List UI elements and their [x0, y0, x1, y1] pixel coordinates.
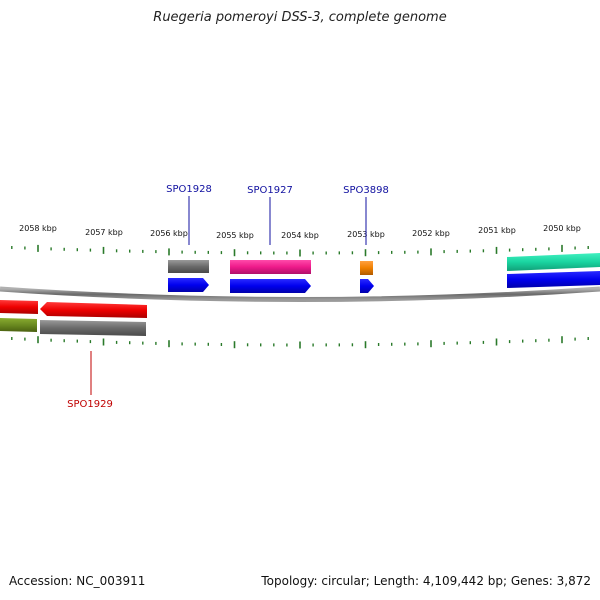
cds-spo3898-arrow[interactable]	[360, 279, 374, 293]
feature-olive[interactable]	[0, 318, 37, 332]
feature-grey-lower[interactable]	[40, 320, 146, 336]
map-title: Ruegeria pomeroyi DSS-3, complete genome	[153, 10, 447, 25]
cds-spo1928-arrow[interactable]	[168, 278, 209, 292]
gene-label-spo1927[interactable]: SPO1927	[247, 185, 293, 196]
ruler-labels: 2058 kbp 2057 kbp 2056 kbp 2055 kbp 2054…	[19, 224, 581, 240]
cds-reverse-left[interactable]	[0, 300, 38, 314]
accession-text: Accession: NC_003911	[9, 574, 146, 588]
cds-forward-right[interactable]	[507, 271, 600, 288]
feature-teal[interactable]	[507, 253, 600, 271]
ruler-label: 2052 kbp	[412, 229, 450, 238]
feature-grey[interactable]	[168, 260, 209, 273]
ruler-label: 2050 kbp	[543, 224, 581, 233]
feature-orange[interactable]	[360, 261, 373, 275]
ruler-label: 2055 kbp	[216, 231, 254, 240]
ruler-label: 2056 kbp	[150, 229, 188, 238]
gene-label-spo3898[interactable]: SPO3898	[343, 185, 389, 196]
ruler-ticks-inner	[11, 336, 589, 349]
genome-summary-text: Topology: circular; Length: 4,109,442 bp…	[261, 574, 591, 588]
ruler-label: 2051 kbp	[478, 226, 516, 235]
cds-spo1927-arrow[interactable]	[230, 279, 311, 293]
ruler-label: 2057 kbp	[85, 228, 123, 237]
gene-label-spo1928[interactable]: SPO1928	[166, 184, 212, 195]
ruler-ticks-outer	[11, 244, 589, 257]
gene-label-spo1929[interactable]: SPO1929	[67, 399, 113, 410]
ruler-label: 2054 kbp	[281, 231, 319, 240]
ruler-label: 2058 kbp	[19, 224, 57, 233]
feature-pink[interactable]	[230, 260, 311, 274]
genome-backbone	[0, 286, 600, 302]
cds-spo1929-arrow[interactable]	[40, 302, 147, 318]
